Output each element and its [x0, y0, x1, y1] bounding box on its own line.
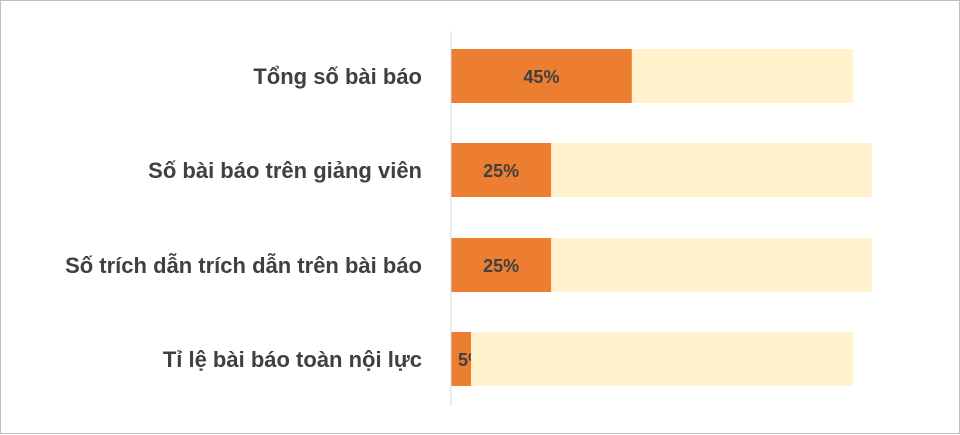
bar-series-1-row-1: [551, 143, 872, 197]
bar-series-1-row-2: [551, 238, 872, 292]
category-label-row-2: Số trích dẫn trích dẫn trên bài báo: [65, 253, 422, 278]
bar-series-0-row-1: [451, 143, 552, 197]
bar-series-1-row-0: [631, 49, 853, 103]
data-label-row-2: 25%: [483, 256, 519, 276]
bar-series-1-row-3: [471, 332, 853, 386]
bar-series-0-row-2: [451, 238, 552, 292]
category-label-row-3: Tỉ lệ bài báo toàn nội lực: [163, 347, 422, 372]
bar-series-0-row-0: [451, 49, 632, 103]
bar-series-0-row-3: [451, 332, 472, 386]
category-label-row-0: Tổng số bài báo: [253, 64, 422, 89]
data-label-row-0: 45%: [523, 67, 559, 87]
category-label-row-1: Số bài báo trên giảng viên: [148, 158, 422, 183]
data-label-row-1: 25%: [483, 161, 519, 181]
